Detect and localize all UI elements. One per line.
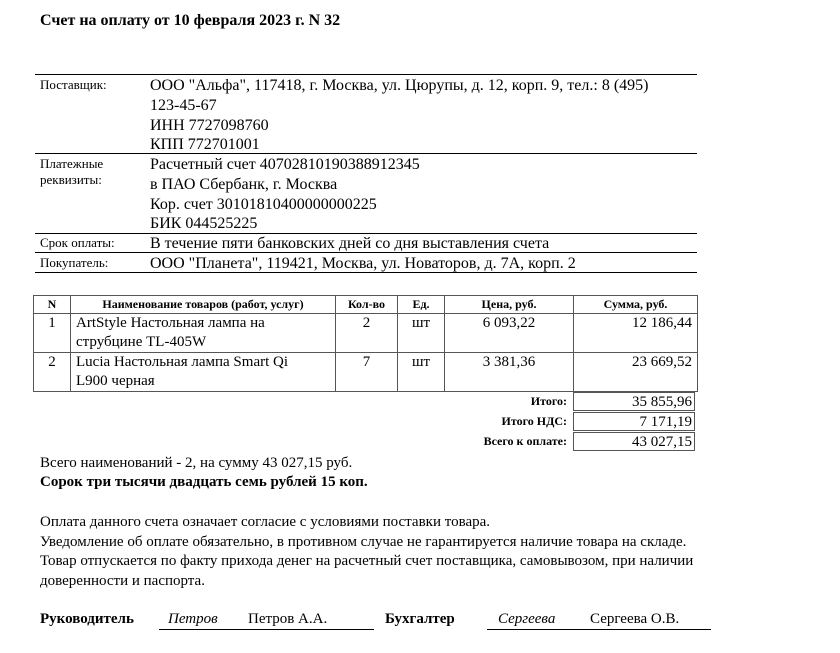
supplier-label: Поставщик: — [40, 77, 107, 92]
bank-label: Платежные — [40, 156, 104, 171]
head-name: Петров А.А. — [248, 611, 328, 627]
divider — [35, 252, 697, 253]
divider — [35, 233, 697, 234]
name-line: струбцине TL-405W — [76, 334, 207, 350]
note: Товар отпускается по факту прихода денег… — [40, 553, 694, 569]
row-qty: 2 — [335, 313, 398, 353]
supplier-kpp: КПП 772701001 — [150, 136, 260, 153]
divider — [35, 272, 697, 273]
note: Оплата данного счета означает согласие с… — [40, 514, 491, 530]
divider — [35, 153, 697, 154]
note: Уведомление об оплате обязательно, в про… — [40, 534, 687, 550]
corr-account: Кор. счет 30101810400000000225 — [150, 196, 377, 213]
vat-value: 7 171,19 — [573, 412, 695, 431]
vat-label: Итого НДС: — [501, 414, 567, 428]
col-qty: Кол-во — [335, 295, 398, 314]
supplier-inn: ИНН 7727098760 — [150, 117, 269, 134]
head-signature: Петров — [168, 611, 218, 627]
due-value: В течение пяти банковских дней со дня вы… — [150, 235, 550, 252]
signature-line — [159, 629, 374, 630]
col-n: N — [33, 295, 71, 314]
row-name: Lucia Настольная лампа Smart Qi L900 черн… — [70, 352, 336, 392]
row-sum: 23 669,52 — [573, 352, 698, 392]
row-name: ArtStyle Настольная лампа на струбцине TL… — [70, 313, 336, 353]
row-n: 2 — [33, 352, 71, 392]
name-line: L900 черная — [76, 373, 155, 389]
subtotal-value: 35 855,96 — [573, 392, 695, 411]
due-label: Срок оплаты: — [40, 235, 115, 250]
col-sum: Сумма, руб. — [573, 295, 698, 314]
row-unit: шт — [397, 352, 445, 392]
divider — [35, 74, 697, 75]
col-unit: Ед. — [397, 295, 445, 314]
supplier-line: 123-45-67 — [150, 97, 217, 114]
summary: Всего наименований - 2, на сумму 43 027,… — [40, 455, 353, 471]
buyer-label: Покупатель: — [40, 255, 109, 270]
name-line: Lucia Настольная лампа Smart Qi — [76, 354, 289, 370]
subtotal-label: Итого: — [530, 394, 567, 408]
total-value: 43 027,15 — [573, 432, 695, 451]
total-label: Всего к оплате: — [483, 434, 567, 448]
buyer-value: ООО "Планета", 119421, Москва, ул. Новат… — [150, 255, 576, 272]
bank-account: Расчетный счет 40702810190388912345 — [150, 156, 420, 173]
items-table: N Наименование товаров (работ, услуг) Ко… — [33, 295, 698, 392]
row-n: 1 — [33, 313, 71, 353]
row-qty: 7 — [335, 352, 398, 392]
col-name: Наименование товаров (работ, услуг) — [70, 295, 336, 314]
row-price: 6 093,22 — [444, 313, 574, 353]
name-line: ArtStyle Настольная лампа на — [76, 315, 265, 331]
bank-label: реквизиты: — [40, 172, 102, 187]
accountant-label: Бухгалтер — [385, 611, 455, 627]
bik: БИК 044525225 — [150, 215, 258, 232]
col-price: Цена, руб. — [444, 295, 574, 314]
note: доверенности и паспорта. — [40, 573, 205, 589]
amount-in-words: Сорок три тысячи двадцать семь рублей 15… — [40, 474, 368, 490]
head-label: Руководитель — [40, 611, 134, 627]
signature-line — [487, 629, 711, 630]
invoice-title: Счет на оплату от 10 февраля 2023 г. N 3… — [40, 12, 341, 29]
table-row: 1 ArtStyle Настольная лампа на струбцине … — [33, 313, 698, 353]
bank-name: в ПАО Сбербанк, г. Москва — [150, 176, 338, 193]
accountant-signature: Сергеева — [498, 611, 556, 627]
table-header: N Наименование товаров (работ, услуг) Ко… — [33, 295, 698, 314]
row-sum: 12 186,44 — [573, 313, 698, 353]
row-unit: шт — [397, 313, 445, 353]
supplier-line: ООО "Альфа", 117418, г. Москва, ул. Цюру… — [150, 77, 649, 94]
table-row: 2 Lucia Настольная лампа Smart Qi L900 че… — [33, 352, 698, 392]
row-price: 3 381,36 — [444, 352, 574, 392]
accountant-name: Сергеева О.В. — [590, 611, 680, 627]
